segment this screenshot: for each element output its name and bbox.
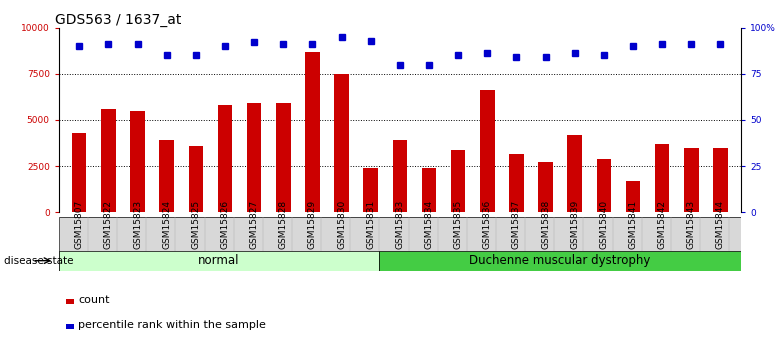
Bar (334, 74, 349, 212)
Text: normal: normal (198, 254, 240, 267)
Text: GSM15837: GSM15837 (512, 200, 521, 249)
Bar (713, 148, 728, 212)
Text: GDS563 / 1637_at: GDS563 / 1637_at (56, 12, 182, 27)
Text: GSM15831: GSM15831 (366, 200, 376, 249)
Bar (130, 111, 145, 212)
Text: GSM15836: GSM15836 (483, 200, 492, 249)
Bar (364, 168, 378, 212)
Bar (159, 140, 174, 212)
Bar (66, 324, 74, 329)
Bar (422, 168, 436, 212)
Text: GSM15826: GSM15826 (220, 200, 230, 249)
Text: Duchenne muscular dystrophy: Duchenne muscular dystrophy (470, 254, 651, 267)
Bar (597, 159, 612, 212)
Bar (59, 250, 379, 271)
Bar (655, 144, 670, 212)
Bar (509, 154, 524, 212)
Text: GSM15835: GSM15835 (454, 200, 463, 249)
Text: disease state: disease state (4, 256, 74, 266)
Text: GSM15807: GSM15807 (74, 200, 84, 249)
Bar (305, 52, 320, 212)
Bar (101, 109, 115, 212)
Bar (480, 90, 495, 212)
Text: GSM15840: GSM15840 (600, 200, 608, 249)
Text: GSM15827: GSM15827 (249, 200, 259, 249)
Text: GSM15830: GSM15830 (337, 200, 346, 249)
Bar (684, 148, 699, 212)
Bar (393, 140, 407, 212)
Bar (72, 133, 86, 212)
Bar (276, 103, 291, 212)
Text: GSM15825: GSM15825 (191, 200, 200, 249)
Text: GSM15824: GSM15824 (162, 200, 171, 249)
Text: GSM15828: GSM15828 (279, 200, 288, 249)
Bar (188, 146, 203, 212)
Text: GSM15844: GSM15844 (716, 200, 725, 249)
Text: GSM15839: GSM15839 (570, 200, 579, 249)
Text: GSM15833: GSM15833 (395, 200, 405, 249)
Bar (539, 162, 553, 212)
Text: GSM15843: GSM15843 (687, 200, 696, 249)
Text: GSM15829: GSM15829 (308, 200, 317, 249)
Bar (218, 105, 232, 212)
Text: percentile rank within the sample: percentile rank within the sample (78, 320, 266, 330)
Text: count: count (78, 295, 110, 305)
Text: GSM15841: GSM15841 (629, 200, 637, 249)
Text: GSM15822: GSM15822 (103, 200, 113, 249)
Text: GSM15823: GSM15823 (133, 200, 142, 249)
Bar (59, 217, 741, 271)
Bar (451, 150, 466, 212)
Bar (247, 103, 261, 212)
Bar (66, 299, 74, 304)
Text: GSM15838: GSM15838 (541, 200, 550, 249)
Bar (568, 135, 582, 212)
Bar (379, 250, 741, 271)
Bar (626, 181, 641, 212)
Text: GSM15842: GSM15842 (658, 200, 666, 249)
Text: GSM15834: GSM15834 (424, 200, 434, 249)
